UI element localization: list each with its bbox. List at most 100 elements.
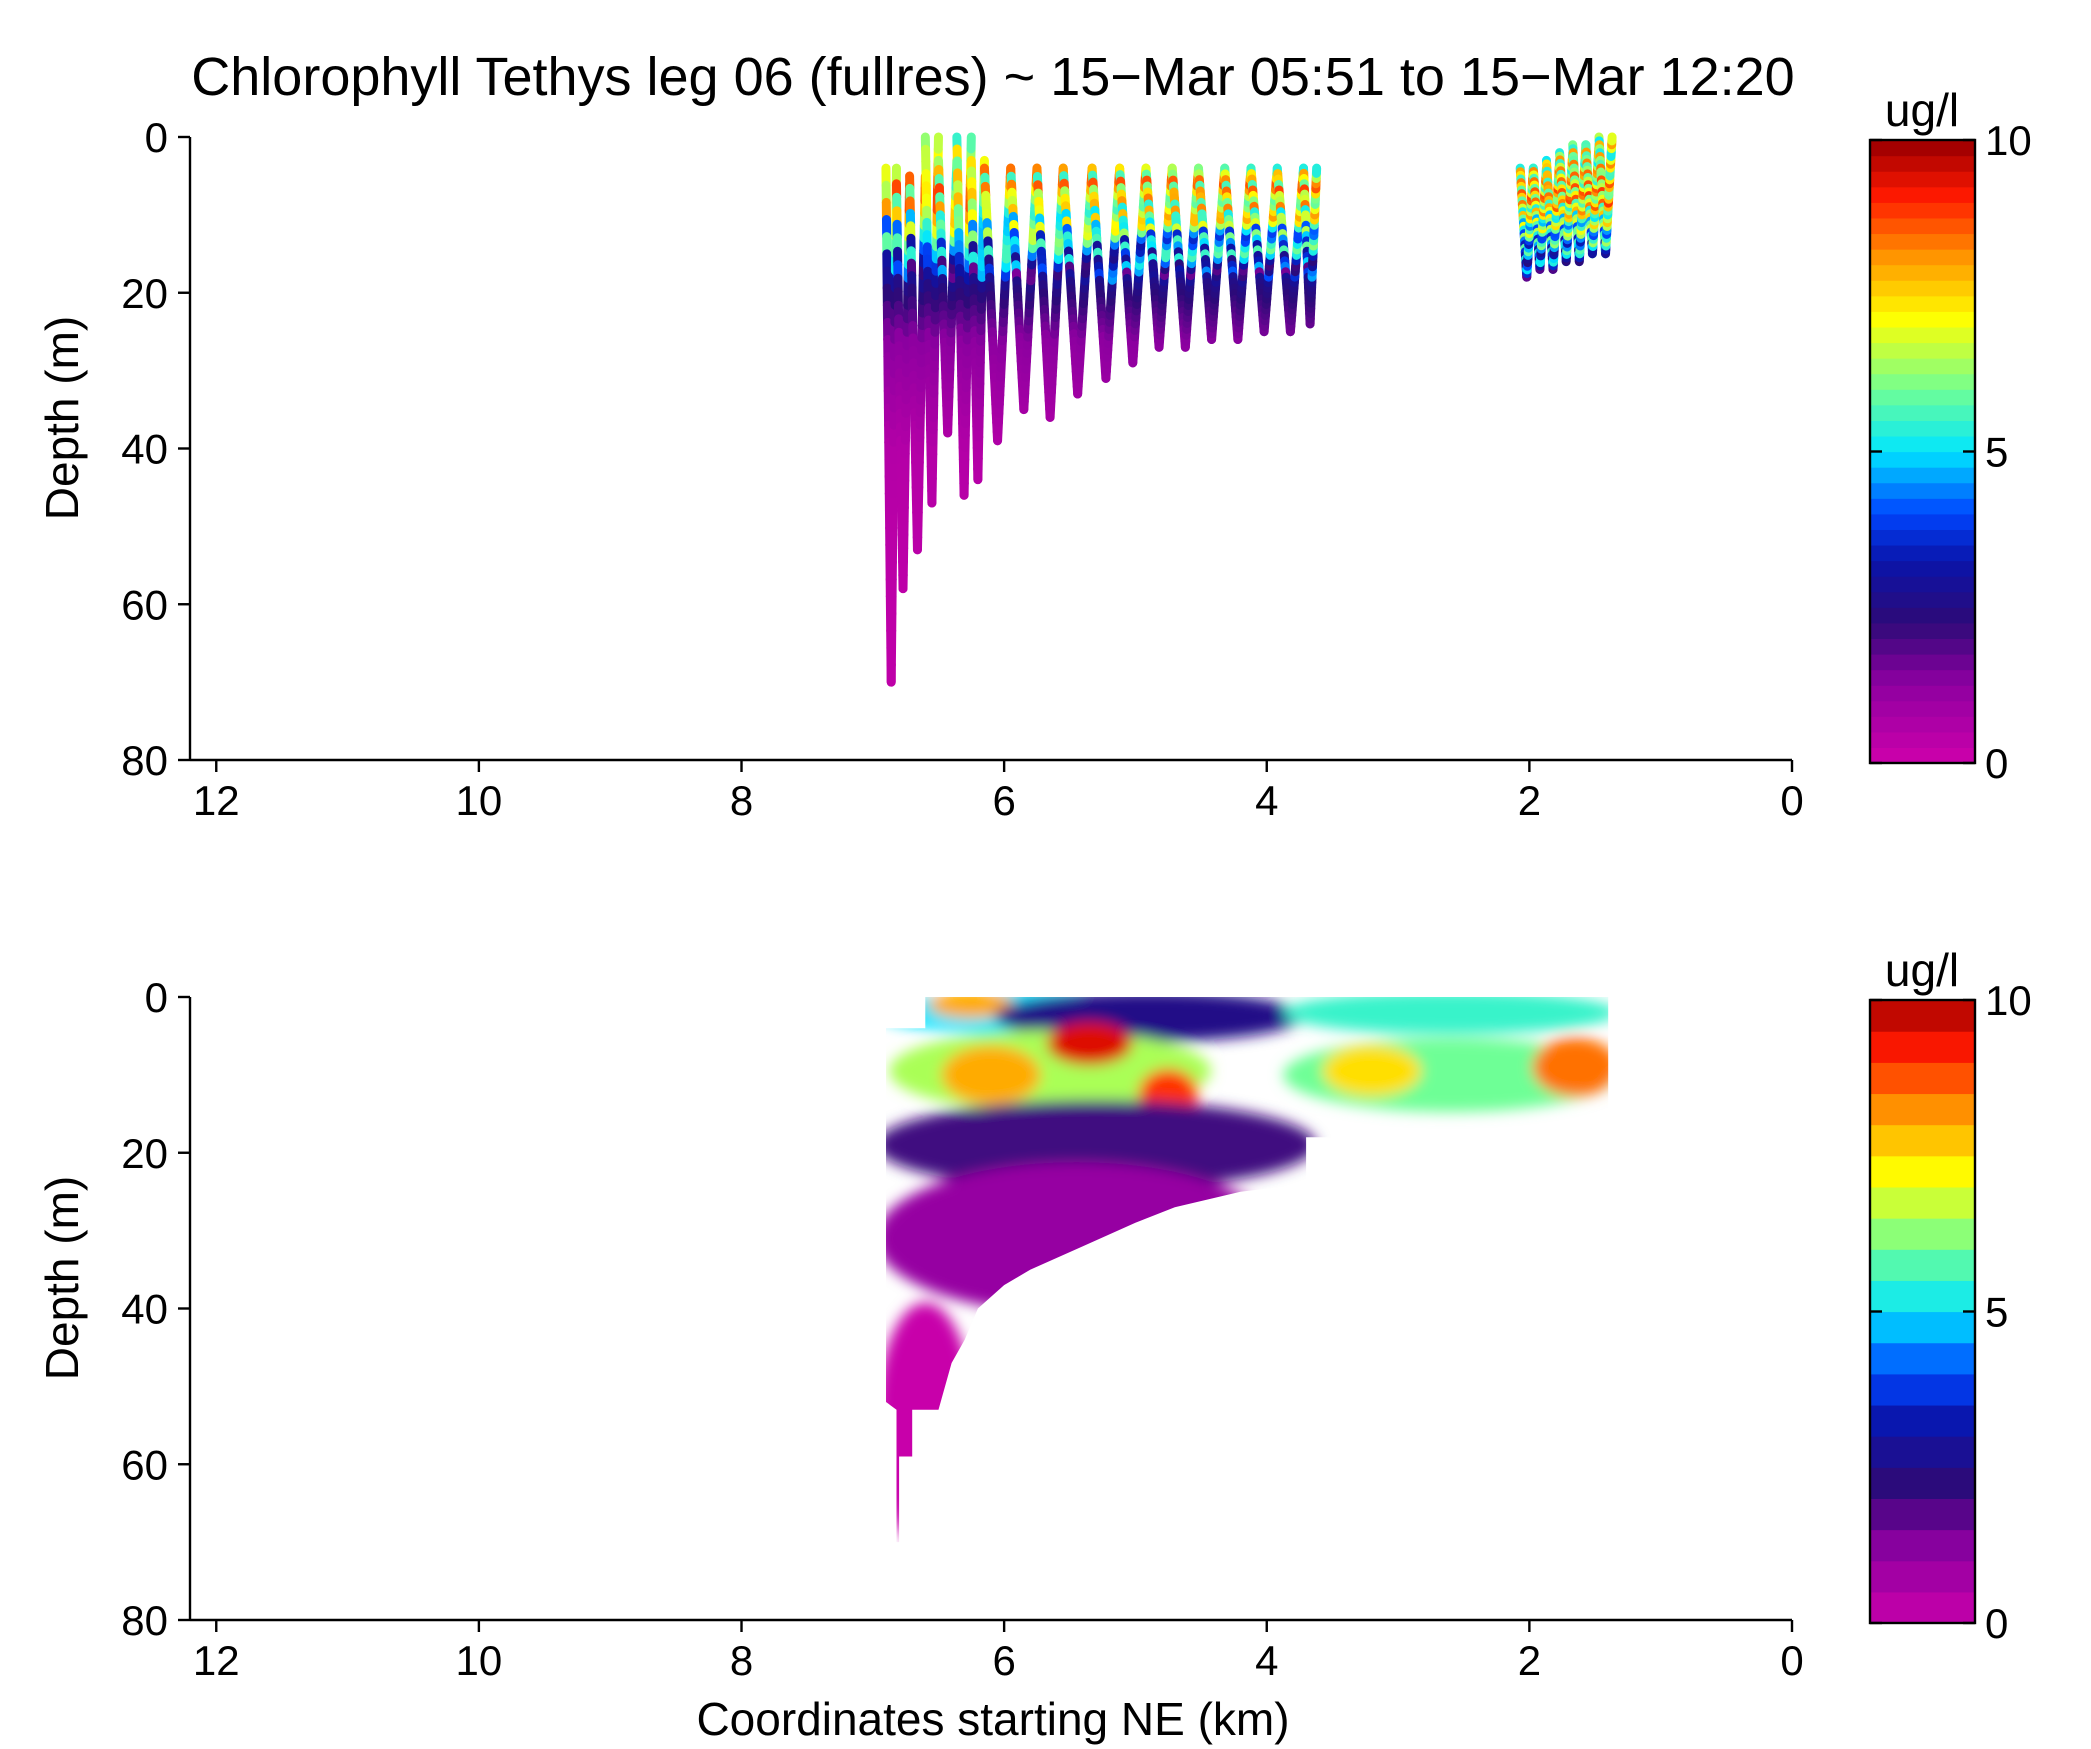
top-colorbar-color-step bbox=[1870, 576, 1975, 593]
bottom-colorbar-color-step bbox=[1870, 1093, 1975, 1126]
top-colorbar-color-step bbox=[1870, 280, 1975, 297]
contour-region bbox=[928, 997, 1015, 1019]
bottom-colorbar-color-step bbox=[1870, 1031, 1975, 1063]
top-colorbar-color-step bbox=[1870, 404, 1975, 421]
bottom-x-tick-label: 10 bbox=[456, 1637, 503, 1684]
yo-yo-profile bbox=[1167, 163, 1203, 352]
yo-yo-profile bbox=[1193, 163, 1230, 344]
top-colorbar-color-step bbox=[1870, 731, 1975, 749]
bottom-y-axis-label: Depth (m) bbox=[36, 1176, 88, 1380]
contour-region bbox=[1322, 1045, 1422, 1097]
bottom-colorbar-color-step bbox=[1870, 1280, 1975, 1313]
top-y-tick-label: 80 bbox=[121, 737, 168, 784]
top-colorbar-color-step bbox=[1870, 171, 1975, 188]
yo-yo-profile bbox=[1032, 163, 1068, 422]
bottom-colorbar-color-step bbox=[1870, 1062, 1975, 1095]
top-colorbar-color-step bbox=[1870, 326, 1975, 344]
top-colorbar-color-step bbox=[1870, 342, 1975, 359]
yo-yo-profile bbox=[1220, 163, 1256, 344]
yo-yo-profile bbox=[881, 163, 901, 687]
top-colorbar-tick-label: 10 bbox=[1985, 117, 2032, 164]
yo-yo-profile bbox=[1299, 163, 1322, 329]
top-colorbar-color-step bbox=[1870, 420, 1975, 437]
bottom-colorbar-color-step bbox=[1870, 1560, 1975, 1593]
top-colorbar-color-step bbox=[1870, 295, 1975, 312]
top-colorbar-color-step bbox=[1870, 451, 1975, 468]
bottom-colorbar-color-step bbox=[1870, 1342, 1975, 1375]
yo-yo-profile bbox=[1115, 163, 1151, 368]
top-colorbar-color-step bbox=[1870, 233, 1975, 250]
yo-yo-profile bbox=[1541, 155, 1565, 274]
bottom-x-axis-label: Coordinates starting NE (km) bbox=[696, 1693, 1289, 1745]
scatter-track-data bbox=[881, 132, 1617, 687]
bottom-colorbar-tick-label: 5 bbox=[1985, 1289, 2008, 1336]
yo-yo-profile bbox=[920, 132, 943, 508]
bottom-colorbar-color-step bbox=[1870, 1000, 1975, 1032]
top-colorbar-color-step bbox=[1870, 389, 1975, 406]
top-colorbar-color-step bbox=[1870, 544, 1975, 562]
bottom-colorbar-color-step bbox=[1870, 1404, 1975, 1437]
bottom-colorbar-color-step bbox=[1870, 1218, 1975, 1250]
bottom-colorbar-color-step bbox=[1870, 1155, 1975, 1188]
top-colorbar-tick-label: 5 bbox=[1985, 429, 2008, 476]
bottom-colorbar-color-step bbox=[1870, 1373, 1975, 1406]
contour-region bbox=[941, 1045, 1041, 1105]
bottom-colorbar-unit-label: ug/l bbox=[1885, 944, 1959, 996]
bottom-colorbar-tick-label: 0 bbox=[1985, 1600, 2008, 1647]
contour-region bbox=[886, 1302, 975, 1543]
top-colorbar-color-step bbox=[1870, 373, 1975, 390]
top-colorbar-color-step bbox=[1870, 249, 1975, 266]
top-colorbar-color-step bbox=[1870, 560, 1975, 577]
bottom-colorbar-tick-label: 10 bbox=[1985, 977, 2032, 1024]
bottom-colorbar-color-step bbox=[1870, 1186, 1975, 1219]
top-colorbar-color-step bbox=[1870, 482, 1975, 499]
top-y-axis-label: Depth (m) bbox=[36, 316, 88, 520]
top-colorbar-color-step bbox=[1870, 529, 1975, 546]
bottom-colorbar-color-step bbox=[1870, 1498, 1975, 1531]
bottom-y-tick-label: 20 bbox=[121, 1130, 168, 1177]
top-colorbar-color-step bbox=[1870, 202, 1975, 219]
top-colorbar-color-step bbox=[1870, 622, 1975, 639]
bottom-colorbar-color-step bbox=[1870, 1529, 1975, 1562]
top-colorbar-color-step bbox=[1870, 311, 1975, 328]
top-colorbar-color-step bbox=[1870, 513, 1975, 530]
top-colorbar-tick-label: 0 bbox=[1985, 740, 2008, 787]
yo-yo-profile bbox=[979, 163, 1016, 446]
contour-region bbox=[1532, 1037, 1609, 1097]
top-colorbar-color-step bbox=[1870, 217, 1975, 235]
top-x-tick-label: 2 bbox=[1518, 777, 1541, 824]
top-colorbar-color-step bbox=[1870, 264, 1975, 281]
top-colorbar-color-step bbox=[1870, 700, 1975, 717]
bottom-colorbar-color-step bbox=[1870, 1124, 1975, 1157]
top-colorbar-color-step bbox=[1870, 140, 1975, 157]
bottom-x-tick-label: 12 bbox=[193, 1637, 240, 1684]
bottom-colorbar-color-step bbox=[1870, 1591, 1975, 1624]
yo-yo-profile bbox=[1272, 163, 1309, 337]
top-colorbar-color-step bbox=[1870, 186, 1975, 203]
bottom-y-tick-label: 40 bbox=[121, 1286, 168, 1333]
top-y-tick-label: 0 bbox=[145, 114, 168, 161]
chart-title: Chlorophyll Tethys leg 06 (fullres) ~ 15… bbox=[191, 47, 1794, 107]
top-colorbar-color-step bbox=[1870, 435, 1975, 453]
top-y-tick-label: 60 bbox=[121, 581, 168, 628]
top-colorbar: ug/l 0 5 10 bbox=[1868, 84, 2032, 787]
yo-yo-profile bbox=[1594, 132, 1617, 259]
bottom-x-tick-label: 0 bbox=[1780, 1637, 1803, 1684]
top-colorbar-color-step bbox=[1870, 607, 1975, 624]
top-x-tick-label: 6 bbox=[992, 777, 1015, 824]
bottom-colorbar-color-step bbox=[1870, 1467, 1975, 1499]
top-colorbar-color-step bbox=[1870, 638, 1975, 655]
top-y-tick-label: 20 bbox=[121, 270, 168, 317]
yo-yo-profile bbox=[1058, 163, 1097, 399]
top-x-tick-label: 4 bbox=[1255, 777, 1278, 824]
bottom-y-tick-label: 0 bbox=[145, 974, 168, 1021]
top-colorbar-color-step bbox=[1870, 498, 1975, 515]
bottom-y-tick-label: 80 bbox=[121, 1597, 168, 1644]
bottom-colorbar: ug/l 0 5 10 bbox=[1868, 944, 2032, 1647]
top-x-tick-label: 12 bbox=[193, 777, 240, 824]
top-colorbar-color-step bbox=[1870, 467, 1975, 484]
